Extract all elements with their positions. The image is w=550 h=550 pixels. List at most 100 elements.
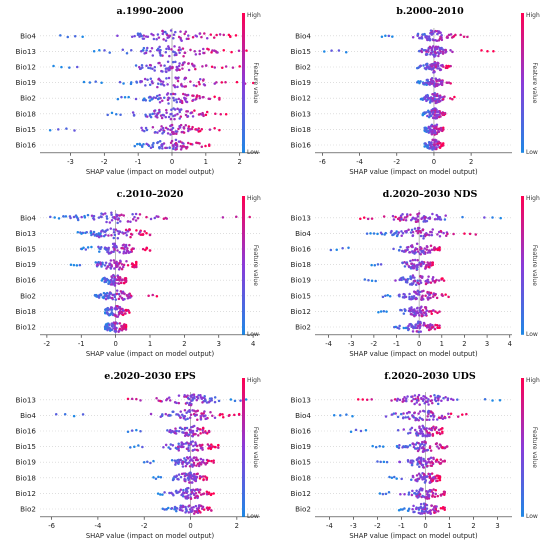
shap-point bbox=[162, 114, 166, 117]
shap-point bbox=[64, 215, 68, 218]
feature-label-bio12: Bio12 bbox=[16, 323, 36, 332]
shap-point bbox=[440, 46, 443, 50]
shap-point bbox=[164, 412, 168, 416]
shap-point bbox=[170, 48, 173, 51]
shap-point bbox=[434, 310, 437, 313]
shap-point bbox=[423, 495, 426, 499]
shap-point bbox=[427, 125, 431, 129]
shap-point bbox=[442, 397, 445, 400]
shap-point bbox=[438, 324, 441, 327]
shap-point bbox=[152, 96, 156, 99]
shap-point bbox=[447, 33, 451, 37]
shap-point bbox=[124, 328, 128, 331]
shap-point bbox=[150, 98, 154, 101]
shap-point bbox=[192, 461, 196, 465]
shap-point bbox=[376, 263, 380, 266]
shap-point bbox=[435, 46, 439, 50]
shap-point bbox=[432, 488, 435, 491]
colorbar-low-label: Low bbox=[247, 149, 259, 156]
shap-point bbox=[110, 296, 114, 300]
shap-point bbox=[422, 395, 425, 398]
shap-point bbox=[420, 37, 424, 40]
shap-point bbox=[189, 442, 192, 445]
shap-point bbox=[110, 211, 113, 215]
shap-point bbox=[405, 262, 409, 266]
shap-point bbox=[184, 495, 187, 499]
shap-point bbox=[405, 399, 408, 403]
shap-point bbox=[434, 279, 437, 283]
shap-point bbox=[145, 64, 148, 68]
shap-point bbox=[182, 431, 185, 434]
shap-point bbox=[152, 37, 156, 41]
shap-point bbox=[205, 417, 208, 420]
shap-point bbox=[57, 217, 61, 220]
shap-point bbox=[208, 397, 212, 400]
shap-point bbox=[430, 233, 434, 237]
shap-point bbox=[190, 62, 194, 66]
shap-point bbox=[149, 96, 152, 99]
shap-point bbox=[425, 50, 428, 53]
shap-point bbox=[370, 263, 373, 267]
shap-point bbox=[194, 67, 197, 71]
shap-point bbox=[116, 229, 119, 233]
shap-point bbox=[196, 494, 199, 498]
shap-point bbox=[388, 294, 392, 298]
shap-point bbox=[384, 294, 387, 297]
shap-point bbox=[422, 82, 425, 85]
shap-point bbox=[445, 81, 448, 84]
shap-point bbox=[424, 307, 428, 310]
shap-point bbox=[175, 401, 178, 405]
shap-point bbox=[116, 249, 119, 252]
colorbar-low-label: Low bbox=[526, 513, 538, 520]
shap-point bbox=[108, 329, 112, 332]
shap-point bbox=[410, 266, 414, 269]
shap-point bbox=[429, 53, 432, 56]
shap-point bbox=[438, 478, 442, 482]
shap-point bbox=[335, 248, 338, 251]
shap-point bbox=[212, 461, 215, 464]
shap-point bbox=[208, 399, 212, 403]
shap-point bbox=[193, 65, 196, 68]
shap-point bbox=[422, 64, 425, 67]
shap-point bbox=[195, 456, 198, 459]
x-tick-label: -6 bbox=[319, 158, 326, 166]
feature-label-bio18: Bio18 bbox=[16, 473, 37, 482]
shap-point bbox=[429, 464, 432, 467]
shap-point bbox=[417, 330, 420, 334]
shap-point bbox=[160, 143, 163, 147]
shap-point bbox=[382, 309, 386, 313]
shap-point bbox=[381, 445, 385, 448]
shap-point bbox=[185, 401, 189, 405]
shap-point bbox=[411, 489, 414, 493]
shap-point bbox=[206, 459, 210, 463]
shap-point bbox=[434, 426, 438, 429]
shap-point bbox=[427, 129, 430, 133]
shap-point bbox=[415, 418, 418, 422]
shap-point bbox=[419, 80, 422, 83]
x-tick-label: -6 bbox=[48, 522, 55, 530]
shap-point bbox=[193, 414, 197, 417]
shap-point bbox=[165, 93, 169, 96]
shap-point bbox=[160, 125, 163, 128]
shap-point bbox=[429, 323, 432, 326]
shap-point bbox=[415, 242, 419, 245]
shap-point bbox=[370, 217, 374, 220]
shap-point bbox=[187, 494, 190, 497]
shap-point bbox=[410, 463, 414, 467]
shap-point bbox=[184, 464, 188, 468]
shap-point bbox=[427, 96, 430, 100]
shap-point bbox=[198, 52, 201, 56]
shap-point bbox=[125, 260, 128, 263]
shap-point bbox=[156, 47, 160, 51]
shap-point bbox=[399, 412, 403, 416]
shap-point bbox=[424, 35, 427, 39]
shap-point bbox=[208, 506, 211, 510]
shap-point bbox=[433, 495, 437, 499]
shap-point bbox=[86, 213, 90, 217]
shap-point bbox=[109, 306, 113, 309]
shap-point bbox=[443, 111, 447, 115]
shap-point bbox=[424, 434, 427, 438]
shap-point bbox=[200, 507, 204, 511]
feature-label-bio12: Bio12 bbox=[291, 307, 311, 316]
shap-point bbox=[444, 214, 447, 217]
